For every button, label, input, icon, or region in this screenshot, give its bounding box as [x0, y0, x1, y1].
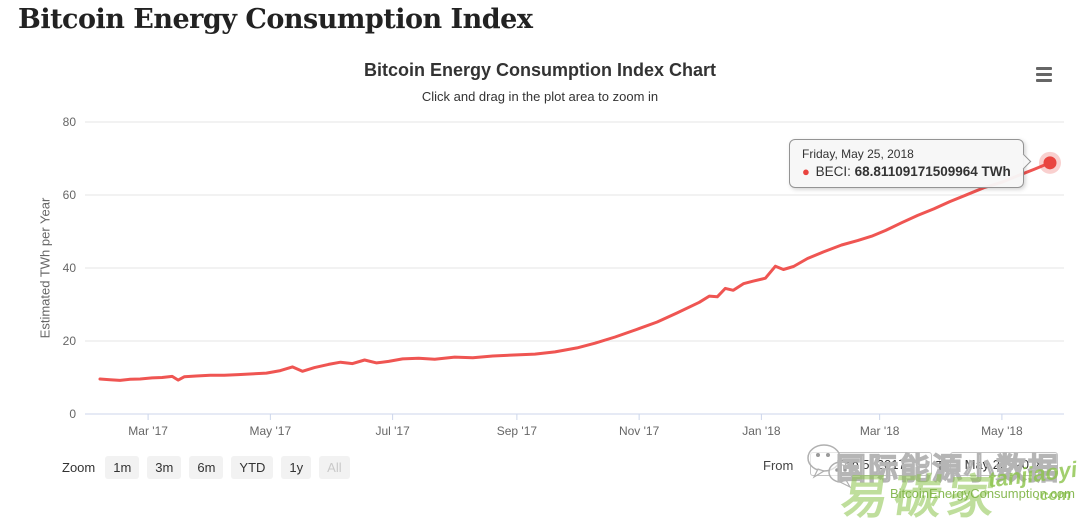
y-axis-label-0: 0 — [69, 407, 76, 421]
x-axis-label: May '18 — [981, 424, 1023, 438]
x-axis-label: Mar '18 — [859, 424, 900, 438]
to-label: To — [936, 458, 950, 473]
chart-title: Bitcoin Energy Consumption Index Chart — [363, 60, 717, 80]
x-axis-label: Nov '17 — [618, 424, 660, 438]
tooltip-series-label: BECI: — [815, 164, 851, 179]
from-label: From — [763, 458, 794, 473]
chart-subtitle: Click and drag in the plot area to zoom … — [421, 89, 659, 104]
y-axis-label-60: 60 — [62, 188, 76, 202]
x-axis-label: Sep '17 — [496, 424, 538, 438]
tooltip: Friday, May 25, 2018 ● BECI: 68.81109171… — [789, 139, 1032, 188]
zoom-button-1y[interactable]: 1y — [281, 456, 312, 479]
zoom-button-1m[interactable]: 1m — [105, 456, 140, 479]
y-axis-label-40: 40 — [62, 261, 76, 275]
beci-series-line — [98, 161, 1052, 382]
x-axis-label: Mar '17 — [128, 424, 168, 438]
series-marker-icon: ● — [802, 164, 810, 179]
tooltip-date: Friday, May 25, 2018 — [802, 147, 914, 161]
chart-context-menu-button[interactable] — [1032, 62, 1060, 88]
zoom-button-3m[interactable]: 3m — [147, 456, 182, 479]
x-axis-label: May '17 — [249, 424, 292, 438]
zoom-button-ytd[interactable]: YTD — [231, 456, 274, 479]
zoom-label: Zoom — [62, 460, 96, 475]
x-axis-label: Jan '18 — [742, 424, 781, 438]
range-selector: Zoom 1m 3m 6m YTD 1y All — [62, 456, 358, 479]
page: Bitcoin Energy Consumption Index Bitcoin… — [18, 4, 1078, 523]
to-date-input[interactable] — [950, 452, 1058, 476]
hamburger-menu-icon — [1034, 67, 1058, 82]
from-date-input[interactable] — [810, 452, 932, 476]
y-axis-label-20: 20 — [62, 334, 76, 348]
zoom-buttons: 1m 3m 6m YTD 1y All — [105, 456, 357, 479]
page-title: Bitcoin Energy Consumption Index — [18, 4, 533, 35]
chart-canvas — [85, 121, 1064, 420]
y-axis-label-80: 80 — [62, 115, 76, 129]
tooltip-value: 68.81109171509964 TWh — [854, 164, 1011, 179]
zoom-button-all: All — [319, 456, 350, 479]
last-point-marker — [1043, 156, 1057, 170]
x-axis-label: Jul '17 — [375, 424, 410, 438]
zoom-button-6m[interactable]: 6m — [189, 456, 224, 479]
